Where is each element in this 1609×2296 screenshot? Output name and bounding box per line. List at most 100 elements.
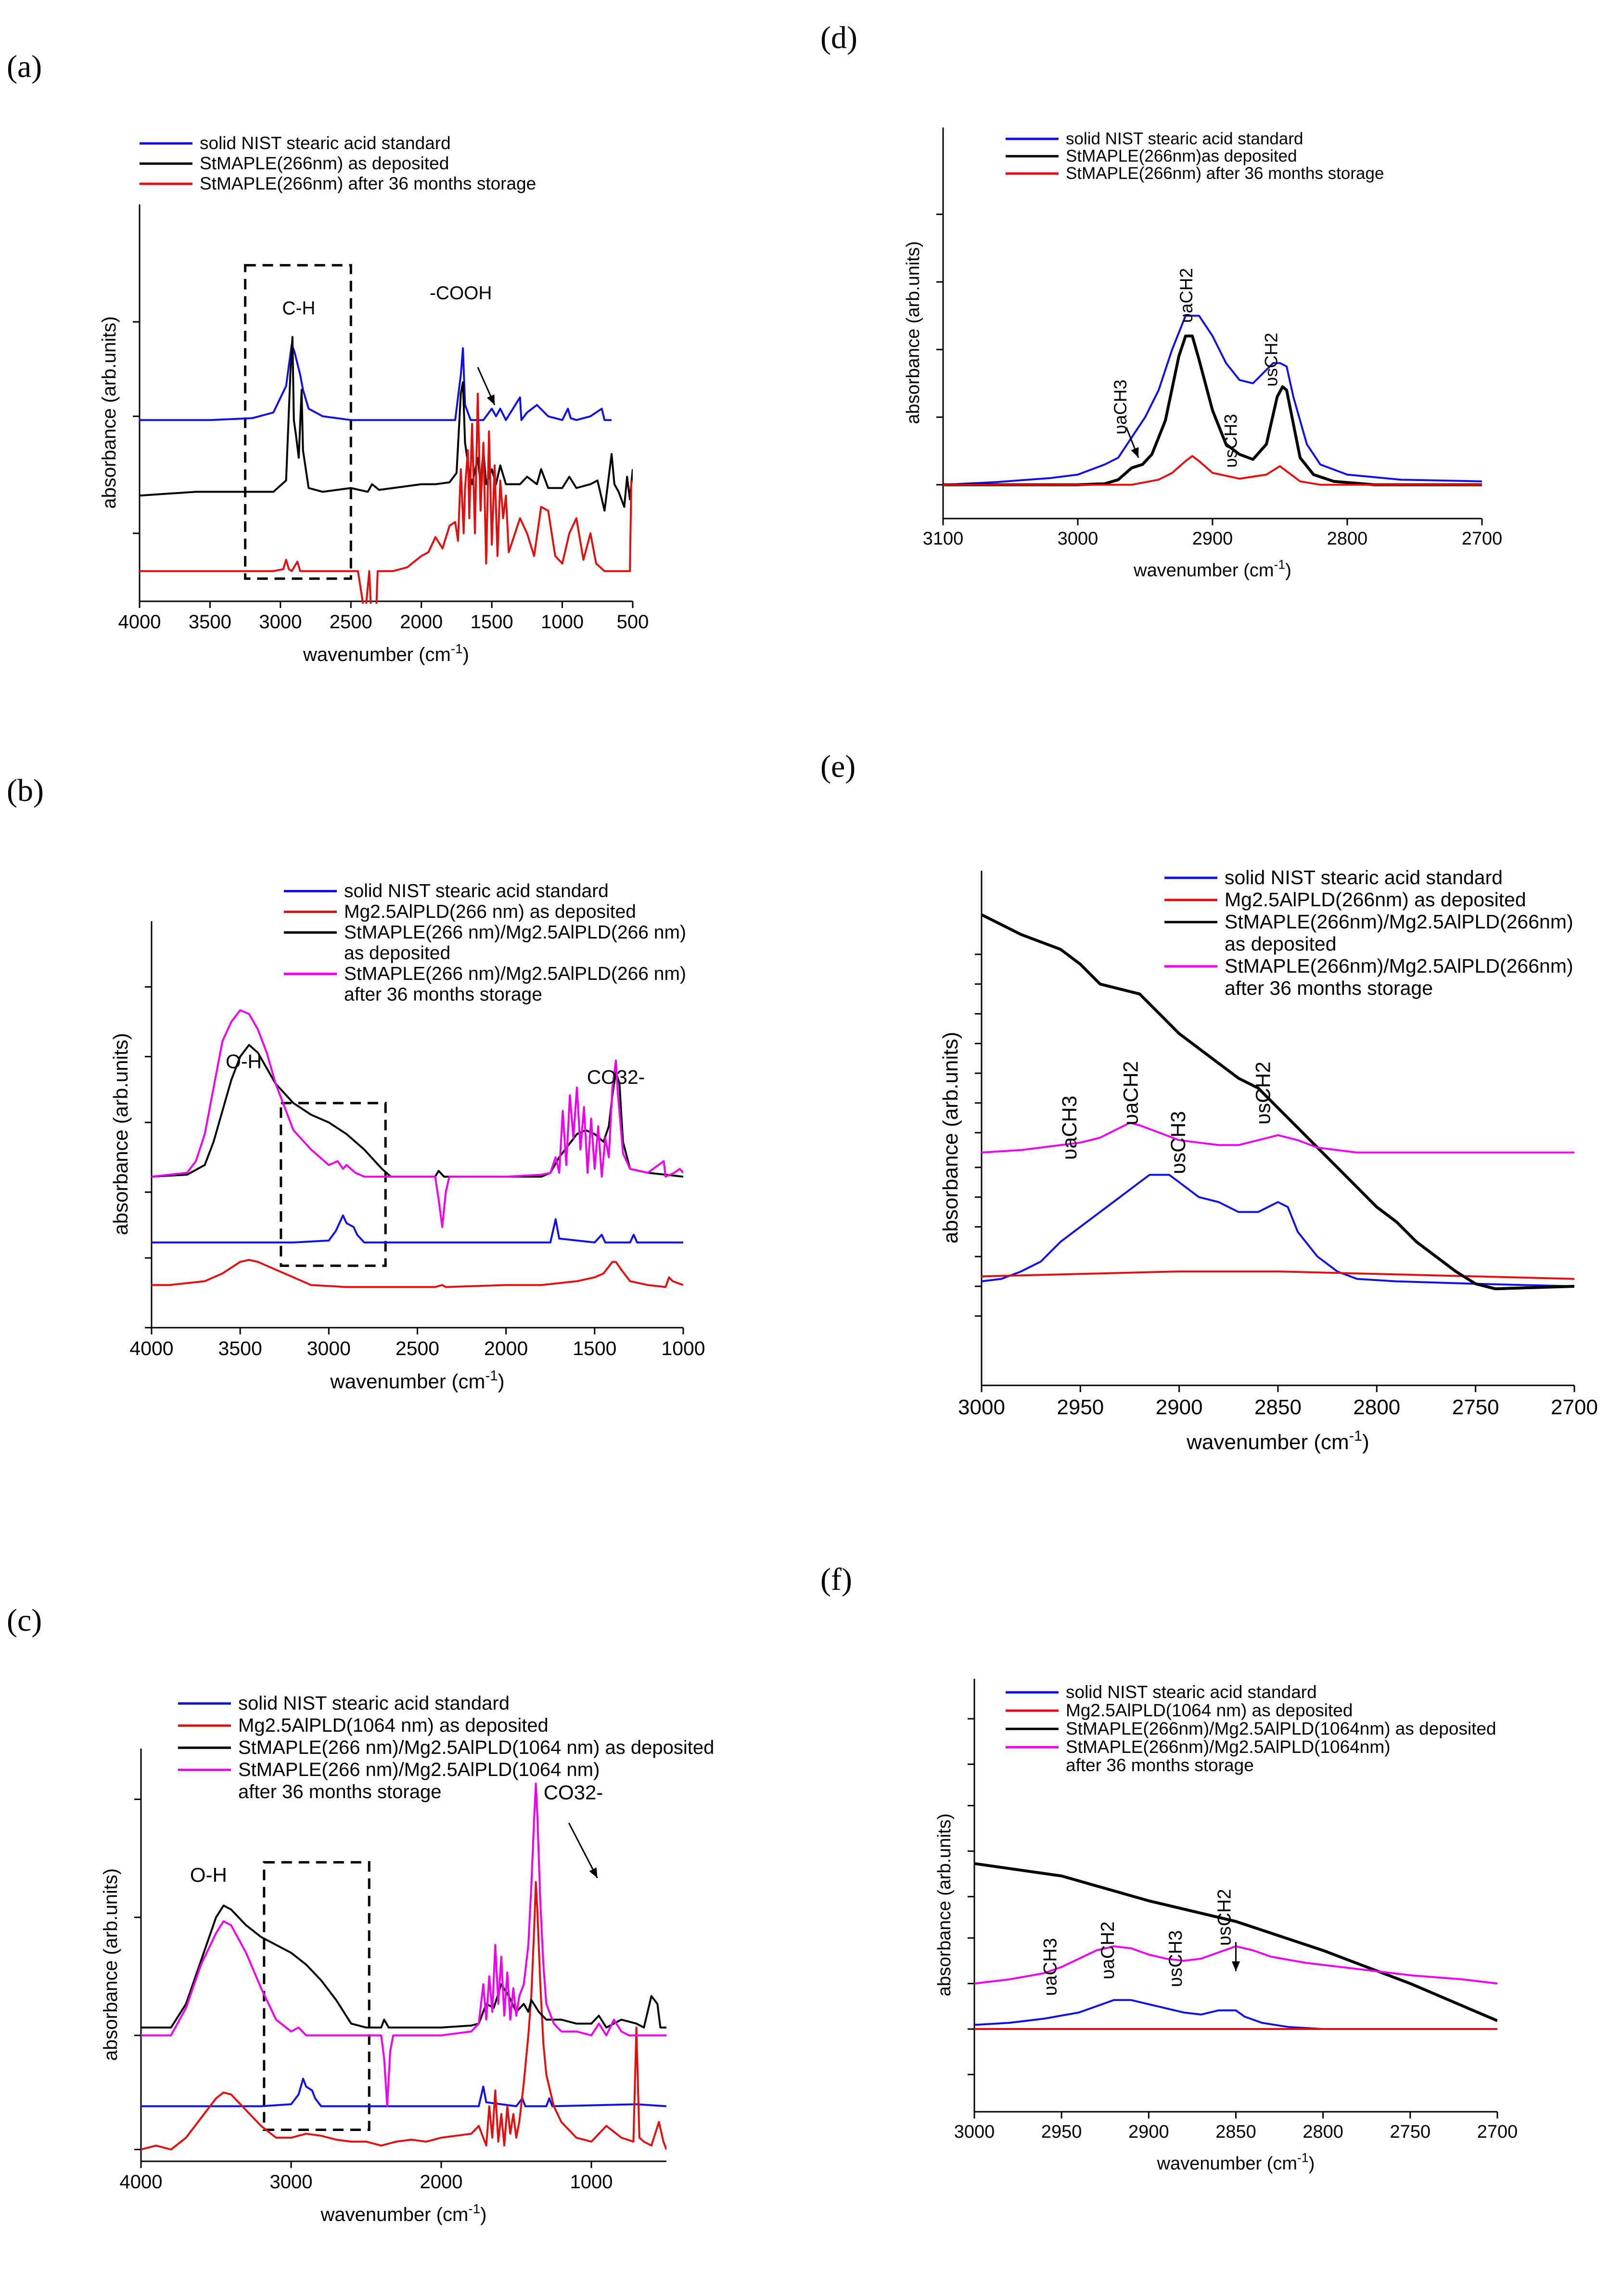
legend-label: StMAPLE(266 nm)/Mg2.5AlPLD(266 nm) <box>344 922 686 943</box>
x-tick-label: 2950 <box>1057 1395 1104 1419</box>
x-tick-label: 1000 <box>661 1337 705 1359</box>
panel-label-text: (b) <box>7 773 44 808</box>
panel-label-text: (a) <box>7 49 42 84</box>
x-tick-label: 2800 <box>1327 529 1368 549</box>
x-tick-label: 3100 <box>923 529 964 549</box>
legend-label: StMAPLE(266nm)/Mg2.5AlPLD(266nm) <box>1225 955 1573 977</box>
carbonate-label: CO32- <box>544 1781 603 1803</box>
x-tick-label: 4000 <box>120 2171 163 2193</box>
series-line-1 <box>982 1270 1574 1280</box>
legend-label-line2: after 36 months storage <box>344 984 542 1005</box>
x-tick-label: 500 <box>617 611 649 633</box>
x-axis-label: wavenumber (cm-1) <box>320 2201 487 2225</box>
legend-label-line2: as deposited <box>344 943 450 964</box>
vibration-label: υaCH2 <box>1098 1921 1118 1979</box>
panel-label-text: (d) <box>820 20 857 55</box>
x-tick-label: 2800 <box>1303 2122 1343 2142</box>
vibration-label: υsCH2 <box>1252 1062 1275 1125</box>
x-axis-label-text: wavenumber (cm <box>1133 560 1274 581</box>
x-axis-label: wavenumber (cm-1) <box>1186 1427 1369 1454</box>
carbonate-label: CO32- <box>587 1066 645 1088</box>
legend-label-line2: as deposited <box>1225 933 1337 955</box>
x-axis-label: wavenumber (cm-1) <box>1157 2151 1315 2174</box>
legend-label: StMAPLE(266nm) as deposited <box>200 153 449 173</box>
x-axis-label-end: ) <box>463 644 469 665</box>
legend-label: StMAPLE(266nm)/Mg2.5AlPLD(1064nm) as dep… <box>1066 1719 1496 1738</box>
x-tick-label: 1500 <box>471 611 513 633</box>
y-axis-label: absorbance (arb.units) <box>934 1814 955 1996</box>
legend-label: StMAPLE(266nm) after 36 months storage <box>200 174 536 193</box>
dashed-region-box <box>244 264 352 580</box>
x-tick-label: 3000 <box>1058 529 1098 549</box>
annotation-arrow <box>568 1822 598 1878</box>
y-axis-label: absorbance (arb.units) <box>109 1033 132 1235</box>
vibration-label: υaCH3 <box>1111 380 1130 434</box>
x-axis-label-text: wavenumber (cm <box>320 2204 469 2225</box>
panel-label-text: (e) <box>820 749 856 784</box>
x-tick-label: 2900 <box>1192 529 1233 549</box>
series-line-0 <box>974 1999 1497 2030</box>
x-tick-label: 2700 <box>1462 529 1503 549</box>
legend-label-line2: after 36 months storage <box>1225 977 1433 999</box>
dashed-region-box <box>280 1102 387 1267</box>
x-axis-label: wavenumber (cm-1) <box>303 641 469 665</box>
legend-label: Mg2.5AlPLD(266nm) as deposited <box>1225 888 1526 911</box>
chart-panel-c: (c) 4000 3000 2000 1000 wavenumber (cm-1) abso… <box>7 1603 714 2225</box>
legend-label: StMAPLE(266nm)/Mg2.5AlPLD(266nm) <box>1225 911 1573 933</box>
series-line-3 <box>152 1009 683 1228</box>
vibration-label: υaCH2 <box>1176 268 1196 323</box>
legend-label: Mg2.5AlPLD(266 nm) as deposited <box>344 901 636 922</box>
x-tick-label: 3000 <box>307 1337 351 1359</box>
x-tick-label: 3000 <box>958 1395 1005 1419</box>
x-tick-label: 2850 <box>1254 1395 1302 1419</box>
vibration-label: υsCH3 <box>1221 414 1240 468</box>
peak-label: O-H <box>190 1864 227 1886</box>
x-axis-label-text: wavenumber (cm <box>330 1370 485 1393</box>
series-line-0 <box>982 1174 1574 1287</box>
x-tick-label: 2000 <box>400 611 443 633</box>
x-tick-label: 2000 <box>420 2171 463 2193</box>
x-axis-label-sup: -1 <box>468 2201 480 2216</box>
series-line-1 <box>943 334 1482 486</box>
series-line-3 <box>974 1945 1497 1985</box>
series-line-2 <box>982 913 1574 1291</box>
x-tick-label: 2700 <box>1551 1395 1598 1419</box>
annotation-arrowhead <box>486 394 495 405</box>
x-axis-label-end: ) <box>480 2204 486 2225</box>
vibration-label: υsCH3 <box>1167 1111 1190 1174</box>
vibration-label: υsCH3 <box>1165 1930 1186 1987</box>
vibration-label: υaCH2 <box>1119 1061 1142 1125</box>
x-axis-label-end: ) <box>1309 2154 1315 2174</box>
annotation-arrowhead <box>589 1867 598 1878</box>
legend-label-line2: after 36 months storage <box>238 1781 441 1802</box>
panel-label: (e) <box>820 749 856 784</box>
x-tick-label: 2800 <box>1353 1395 1400 1419</box>
x-axis-label-sup: -1 <box>451 641 463 656</box>
legend-label: Mg2.5AlPLD(1064 nm) as deposited <box>238 1715 549 1736</box>
legend-label: solid NIST stearic acid standard <box>1066 1682 1317 1702</box>
panel-label-text: (f) <box>820 1562 852 1597</box>
peak-label: -COOH <box>430 283 492 304</box>
legend-label: solid NIST stearic acid standard <box>1225 866 1503 888</box>
x-tick-label: 2900 <box>1128 2122 1169 2142</box>
x-tick-label: 4000 <box>118 611 161 633</box>
series-line-0 <box>141 2078 666 2107</box>
chart-panel-f: (f) 3000 2950 2900 2850 2800 2750 2700 wavenumbe… <box>820 1562 1518 2174</box>
vibration-label: υaCH3 <box>1058 1096 1081 1160</box>
y-axis-label: absorbance (arb.units) <box>100 1868 121 2061</box>
annotation-arrowhead <box>1231 1961 1240 1971</box>
x-tick-label: 1000 <box>541 611 584 633</box>
series-line-2 <box>140 393 633 604</box>
x-axis-label-sup: -1 <box>485 1368 498 1383</box>
vibration-label: υaCH3 <box>1040 1938 1060 1996</box>
series-line-0 <box>943 315 1482 486</box>
y-axis-label: absorbance (arb.units) <box>939 1032 962 1243</box>
x-axis-label-sup: -1 <box>1297 2151 1309 2165</box>
x-tick-label: 3000 <box>259 611 302 633</box>
x-axis-label-sup: -1 <box>1274 558 1286 572</box>
series-line-3 <box>982 1122 1574 1154</box>
series-line-1 <box>141 1881 666 2151</box>
x-axis-label-end: ) <box>498 1370 505 1393</box>
y-axis-label: absorbance (arb.units) <box>99 316 120 508</box>
legend-label-line2: after 36 months storage <box>1066 1755 1254 1775</box>
